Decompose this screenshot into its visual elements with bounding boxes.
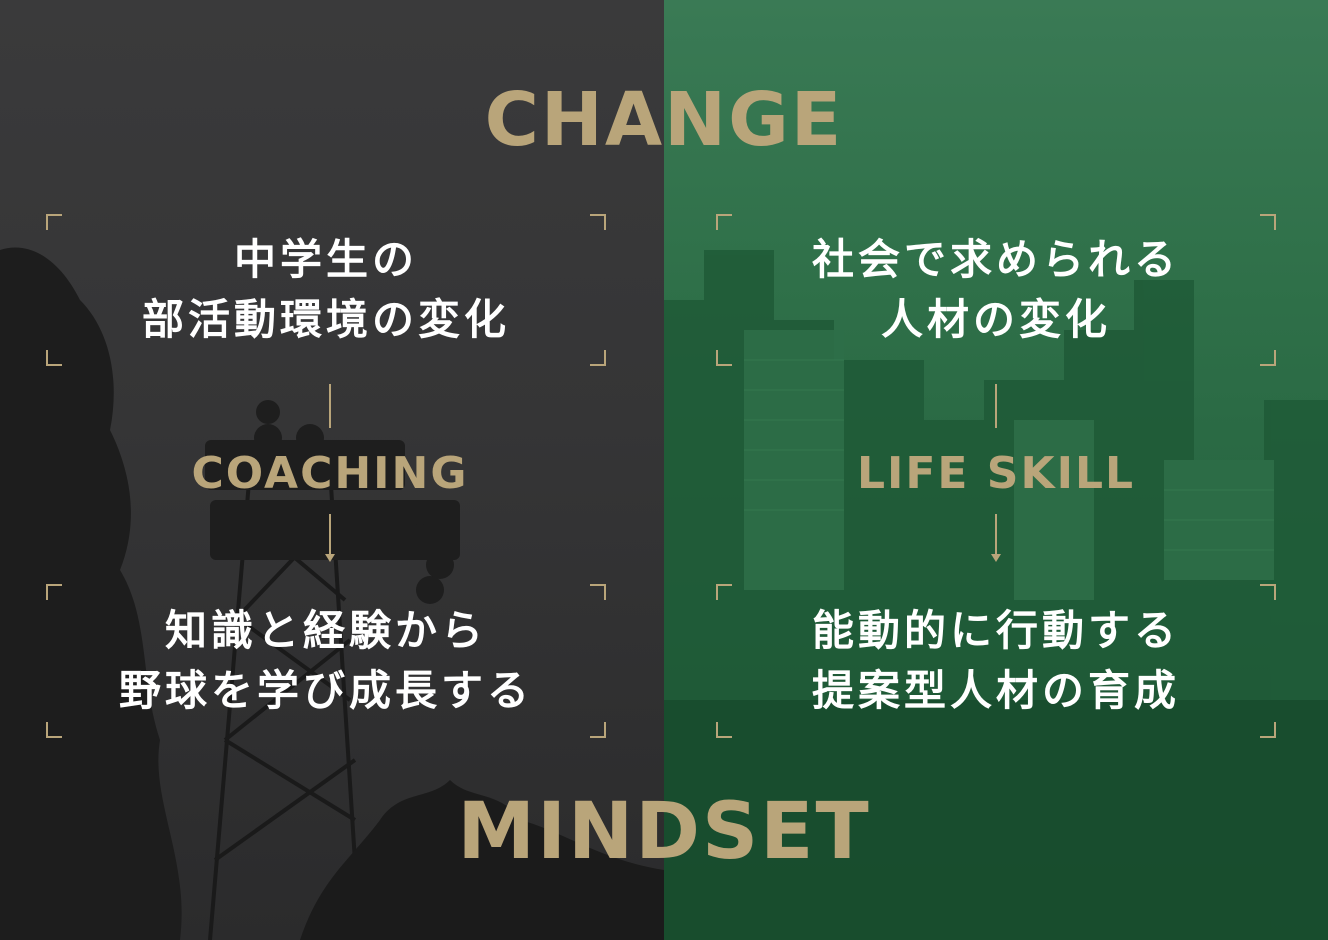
bracket-corner xyxy=(590,214,606,230)
bracket-corner xyxy=(1260,350,1276,366)
left-bottom-line-2: 野球を学び成長する xyxy=(118,666,533,715)
bracket-corner xyxy=(46,214,62,230)
city-skyline-illustration xyxy=(664,250,1328,940)
right-arrow-down-icon xyxy=(991,554,1001,562)
left-bottom-line-1: 知識と経験から xyxy=(164,606,487,655)
bracket-corner xyxy=(1260,214,1276,230)
bracket-corner xyxy=(590,584,606,600)
right-bottom-line-1: 能動的に行動する xyxy=(811,606,1180,655)
coaching-label: COACHING xyxy=(191,448,469,499)
bracket-corner xyxy=(590,350,606,366)
right-panel xyxy=(664,0,1328,940)
left-top-line-1: 中学生の xyxy=(233,235,418,284)
left-arrow-line xyxy=(329,514,331,554)
change-heading: CHANGE xyxy=(484,77,844,163)
right-top-line-1: 社会で求められる xyxy=(811,235,1180,284)
right-arrow-line xyxy=(995,514,997,554)
left-top-box: 中学生の 部活動環境の変化 xyxy=(46,214,606,366)
bracket-corner xyxy=(1260,722,1276,738)
right-bottom-line-2: 提案型人材の育成 xyxy=(811,666,1180,715)
bracket-corner xyxy=(46,584,62,600)
bracket-corner xyxy=(1260,584,1276,600)
bracket-corner xyxy=(716,722,732,738)
bracket-corner xyxy=(590,722,606,738)
left-panel xyxy=(0,0,664,940)
life-skill-label: LIFE SKILL xyxy=(856,448,1136,499)
stadium-light-silhouette xyxy=(0,247,664,940)
left-connector-line xyxy=(329,384,331,428)
bracket-corner xyxy=(716,214,732,230)
right-top-box: 社会で求められる 人材の変化 xyxy=(716,214,1276,366)
left-bottom-box: 知識と経験から 野球を学び成長する xyxy=(46,584,606,738)
right-connector-line xyxy=(995,384,997,428)
left-arrow-down-icon xyxy=(325,554,335,562)
left-top-line-2: 部活動環境の変化 xyxy=(141,295,510,344)
right-bottom-box: 能動的に行動する 提案型人材の育成 xyxy=(716,584,1276,738)
mindset-heading: MINDSET xyxy=(457,787,871,877)
bracket-corner xyxy=(46,350,62,366)
bracket-corner xyxy=(716,584,732,600)
bracket-corner xyxy=(46,722,62,738)
right-top-line-2: 人材の変化 xyxy=(880,295,1111,344)
bracket-corner xyxy=(716,350,732,366)
